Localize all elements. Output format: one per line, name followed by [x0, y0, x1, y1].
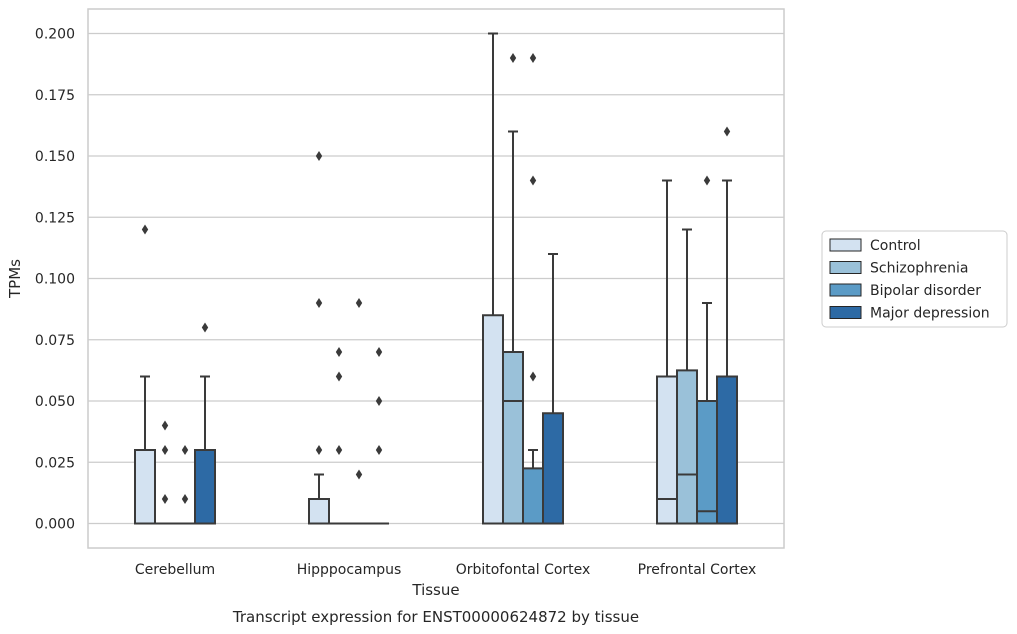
- legend-frame: [821, 230, 1008, 328]
- box-orbitofontal-cortex-schizophrenia: [502, 53, 524, 525]
- outlier-point: [375, 445, 383, 455]
- outlier-point: [315, 298, 323, 308]
- outlier-point: [703, 175, 711, 186]
- outlier-point: [355, 298, 363, 308]
- box-body: [194, 449, 216, 525]
- y-tick-label: 0.150: [35, 149, 75, 165]
- legend-swatch: [829, 238, 862, 252]
- outlier-point: [509, 53, 517, 63]
- outlier-point: [529, 175, 537, 186]
- outlier-point: [161, 420, 169, 431]
- box-hipppocampus-control: [308, 151, 330, 525]
- x-tick-label: Orbitofontal Cortex: [456, 562, 591, 578]
- legend-entry: Bipolar disorder: [870, 283, 981, 299]
- box-cerebellum-schizophrenia: [155, 420, 175, 525]
- y-tick-label: 0.200: [35, 27, 75, 43]
- outlier-point: [529, 53, 537, 63]
- box-body: [308, 498, 330, 525]
- x-tick-label: Prefrontal Cortex: [638, 562, 757, 578]
- y-tick-label: 0.075: [35, 333, 75, 349]
- box-prefrontal-cortex-major-depression: [716, 126, 738, 525]
- box-orbitofontal-cortex-major-depression: [542, 253, 564, 525]
- outlier-point: [161, 445, 169, 455]
- x-tick-label: Hipppocampus: [297, 562, 402, 578]
- outlier-point: [335, 347, 343, 357]
- y-tick-labels: 0.000 0.025 0.050 0.075 0.100 0.125 0.150 0.175…: [35, 27, 75, 533]
- legend-swatch: [829, 306, 862, 319]
- x-tick-label: Cerebellum: [135, 562, 215, 578]
- outlier-point: [201, 322, 209, 333]
- y-tick-label: 0.125: [35, 210, 75, 226]
- boxes: [134, 32, 738, 525]
- outlier-point: [141, 224, 149, 235]
- y-tick-label: 0.000: [35, 517, 75, 533]
- box-cerebellum-bipolar-disorder: [175, 445, 195, 525]
- legend-swatch: [829, 261, 862, 274]
- x-axis-label: Tissue: [411, 581, 459, 599]
- box-hipppocampus-bipolar-disorder: [349, 298, 369, 525]
- outlier-point: [181, 445, 189, 455]
- box-body: [696, 400, 718, 525]
- legend-entry: Schizophrenia: [870, 261, 968, 277]
- outlier-point: [723, 126, 731, 137]
- outlier-point: [375, 396, 383, 406]
- legend-entry: Control: [870, 238, 921, 254]
- legend-entry: Major depression: [870, 306, 990, 322]
- box-orbitofontal-cortex-bipolar-disorder: [522, 53, 544, 525]
- y-tick-label: 0.175: [35, 88, 75, 104]
- box-body: [502, 351, 524, 525]
- box-hipppocampus-major-depression: [369, 347, 389, 525]
- y-axis-label: TPMs: [6, 259, 24, 299]
- box-body: [716, 375, 738, 525]
- box-body: [134, 449, 156, 525]
- box-cerebellum-major-depression: [194, 322, 216, 525]
- outlier-point: [161, 494, 169, 504]
- box-body: [656, 375, 678, 525]
- box-prefrontal-cortex-schizophrenia: [676, 228, 698, 525]
- box-prefrontal-cortex-control: [656, 179, 678, 525]
- legend: Control Schizophrenia Bipolar disorder Majo…: [821, 230, 1008, 328]
- outlier-point: [335, 371, 343, 382]
- box-cerebellum-control: [134, 224, 156, 525]
- outlier-point: [335, 445, 343, 455]
- outlier-point: [315, 445, 323, 455]
- box-body: [676, 369, 698, 525]
- box-body: [542, 412, 564, 525]
- outlier-point: [181, 494, 189, 504]
- chart-caption: Transcript expression for ENST0000062487…: [232, 608, 639, 626]
- outlier-point: [355, 469, 363, 480]
- box-body: [522, 467, 544, 525]
- y-tick-label: 0.050: [35, 394, 75, 410]
- y-tick-label: 0.025: [35, 455, 75, 471]
- outlier-point: [375, 347, 383, 357]
- legend-swatch: [829, 283, 862, 297]
- outlier-point: [315, 151, 323, 161]
- box-body: [482, 314, 504, 525]
- y-tick-label: 0.100: [35, 272, 75, 288]
- outlier-point: [529, 371, 537, 382]
- plot-frame: [87, 8, 785, 549]
- box-hipppocampus-schizophrenia: [329, 347, 349, 525]
- x-tick-labels: Cerebellum Hipppocampus Orbitofontal Corte…: [135, 562, 756, 578]
- box-prefrontal-cortex-bipolar-disorder: [696, 175, 718, 525]
